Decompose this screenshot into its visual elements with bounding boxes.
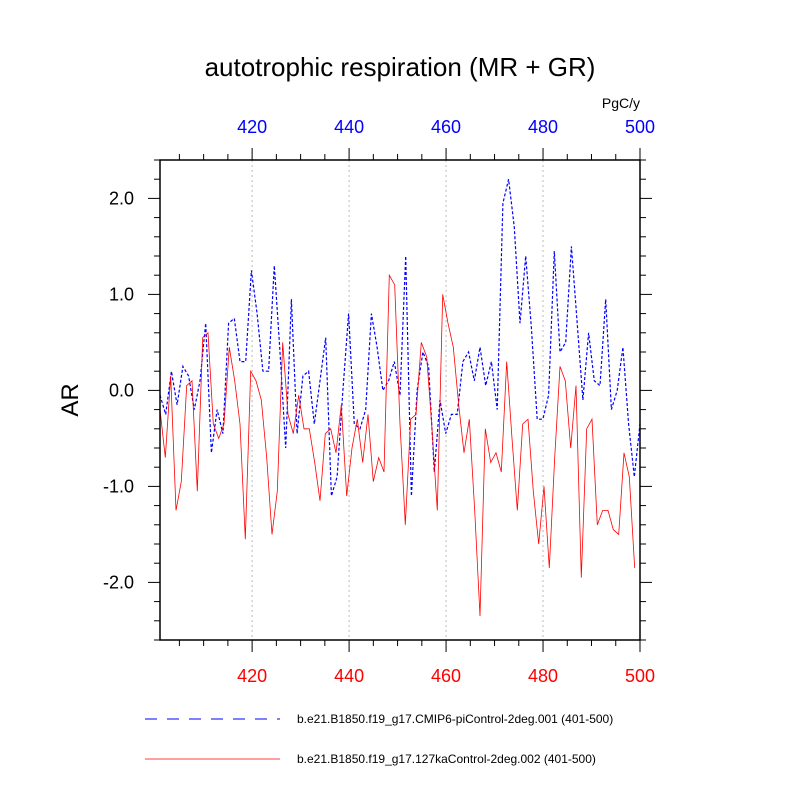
axis-ticks (148, 148, 652, 652)
x-tick-label-top: 480 (528, 117, 558, 137)
x-tick-label-top: 420 (237, 117, 267, 137)
x-tick-label-top: 460 (431, 117, 461, 137)
x-tick-label-bottom: 440 (334, 666, 364, 686)
plot-frame (159, 159, 641, 641)
y-tick-label: 2.0 (109, 188, 134, 208)
legend-label-127kaControl: b.e21.B1850.f19_g17.127kaControl-2deg.00… (297, 752, 596, 766)
x-tick-label-bottom: 480 (528, 666, 558, 686)
x-tick-label-top: 500 (625, 117, 655, 137)
series-layer (159, 179, 641, 617)
y-tick-label: -1.0 (103, 476, 134, 496)
chart-title: autotrophic respiration (MR + GR) (205, 52, 596, 82)
y-tick-label: 1.0 (109, 284, 134, 304)
legend-label-piControl: b.e21.B1850.f19_g17.CMIP6-piControl-2deg… (297, 712, 613, 726)
x-tick-label-bottom: 460 (431, 666, 461, 686)
x-tick-label-bottom: 500 (625, 666, 655, 686)
x-tick-labels-top: 420 440 460 480 500 (237, 117, 655, 137)
series-line-piControl (159, 179, 641, 497)
units-label: PgC/y (602, 95, 640, 111)
y-tick-label: 0.0 (109, 380, 134, 400)
y-axis-label: AR (57, 383, 84, 416)
y-tick-label: -2.0 (103, 572, 134, 592)
x-tick-label-bottom: 420 (237, 666, 267, 686)
x-tick-labels-bottom: 420 440 460 480 500 (237, 666, 655, 686)
series-line-127kaControl (159, 273, 636, 617)
y-tick-labels: 2.0 1.0 0.0 -1.0 -2.0 (103, 188, 134, 592)
legend: b.e21.B1850.f19_g17.CMIP6-piControl-2deg… (145, 712, 613, 766)
x-grid-lines (251, 160, 544, 640)
x-tick-label-top: 440 (334, 117, 364, 137)
